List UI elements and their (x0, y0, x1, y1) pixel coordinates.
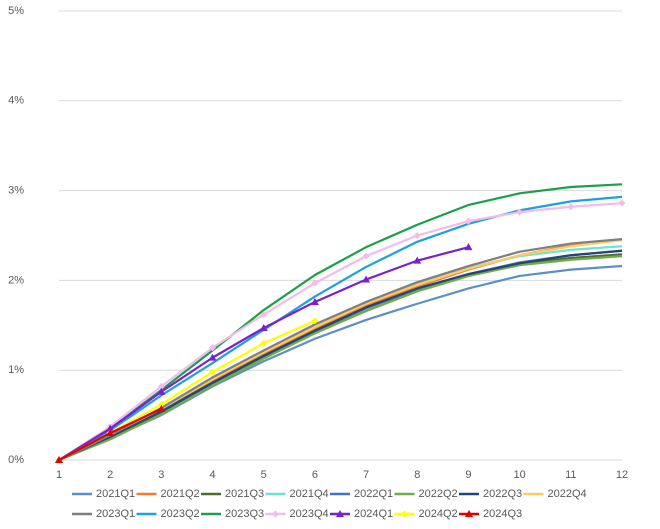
series-line (58, 183, 623, 461)
legend-label: 2024Q3 (483, 508, 522, 520)
x-tick-label: 1 (56, 469, 62, 481)
point-marker (106, 424, 115, 432)
legend-label: 2022Q2 (419, 488, 458, 500)
legend-label: 2023Q1 (96, 508, 135, 520)
point-marker (401, 510, 408, 518)
legend-label: 2022Q3 (483, 488, 522, 500)
series-line (58, 264, 623, 462)
point-marker (362, 275, 371, 283)
x-tick-label: 10 (514, 469, 526, 481)
x-tick-label: 12 (616, 469, 628, 481)
x-tick-label: 4 (209, 469, 215, 481)
x-tick-label: 5 (261, 469, 267, 481)
legend-label: 2024Q2 (419, 508, 458, 520)
point-marker (157, 387, 166, 395)
point-marker (209, 368, 217, 376)
series-line (58, 245, 623, 461)
series-line (58, 202, 623, 461)
point-marker (157, 400, 165, 408)
y-tick-label: 4% (8, 95, 24, 107)
legend-label: 2021Q2 (161, 488, 200, 500)
point-marker (55, 456, 63, 463)
point-marker (465, 510, 473, 517)
point-marker (311, 279, 319, 287)
point-marker (157, 382, 165, 390)
point-marker (362, 252, 370, 260)
point-marker (464, 217, 472, 225)
point-marker (208, 353, 217, 361)
series-line (58, 253, 623, 462)
point-marker (567, 203, 575, 211)
point-marker (106, 429, 115, 437)
point-marker (272, 510, 279, 518)
series-line (58, 255, 623, 462)
x-tick-label: 9 (465, 469, 471, 481)
legend-label: 2023Q4 (290, 508, 329, 520)
point-marker (259, 323, 268, 331)
x-tick-label: 8 (414, 469, 420, 481)
point-marker (260, 339, 268, 347)
point-marker (464, 243, 473, 251)
point-marker (618, 199, 626, 207)
point-marker (157, 404, 166, 412)
legend-label: 2022Q1 (354, 488, 393, 500)
point-marker (310, 297, 319, 305)
x-tick-label: 6 (312, 469, 318, 481)
y-tick-label: 2% (8, 274, 24, 286)
y-tick-label: 0% (8, 454, 24, 466)
legend-label: 2024Q1 (354, 508, 393, 520)
y-tick-label: 3% (8, 185, 24, 197)
point-marker (413, 232, 421, 239)
x-tick-label: 7 (363, 469, 369, 481)
series-line (58, 237, 623, 461)
point-marker (413, 256, 422, 264)
x-tick-label: 2 (107, 469, 113, 481)
legend-label: 2021Q1 (96, 488, 135, 500)
legend-label: 2022Q4 (548, 488, 587, 500)
point-marker (311, 317, 319, 325)
x-tick-label: 11 (565, 469, 576, 481)
point-marker (260, 311, 268, 319)
y-tick-label: 1% (8, 364, 24, 376)
point-marker (336, 510, 344, 517)
legend-label: 2021Q4 (290, 488, 329, 500)
y-tick-label: 5% (8, 5, 24, 17)
series-line (58, 195, 623, 461)
point-marker (209, 344, 217, 352)
legend-label: 2021Q3 (225, 488, 264, 500)
legend-label: 2023Q2 (161, 508, 200, 520)
x-tick-label: 3 (158, 469, 164, 481)
point-marker (516, 208, 524, 216)
series-line (58, 249, 623, 462)
legend-label: 2023Q3 (225, 508, 264, 520)
